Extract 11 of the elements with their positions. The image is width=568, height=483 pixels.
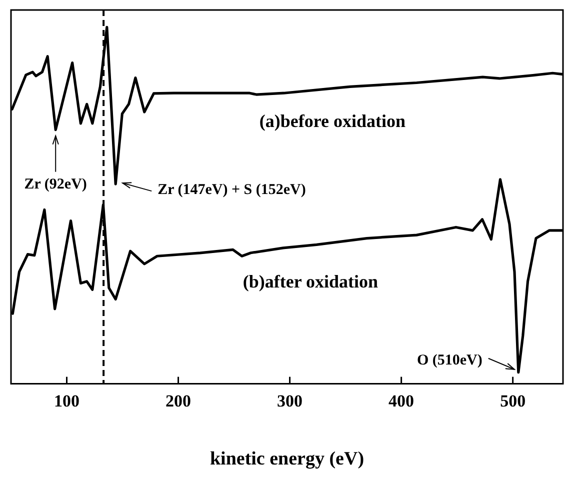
- series-label: (a)before oxidation: [259, 110, 406, 131]
- x-tick-label: 300: [277, 391, 303, 410]
- x-tick-label: 200: [166, 391, 192, 410]
- annotation: Zr (92eV): [24, 176, 87, 193]
- x-tick-label: 500: [500, 391, 526, 410]
- annotation: Zr (147eV) + S (152eV): [158, 182, 306, 198]
- x-axis-title: kinetic energy (eV): [210, 448, 364, 470]
- series-label: (b)after oxidation: [242, 272, 378, 292]
- annotation: O (510eV): [416, 352, 482, 368]
- x-tick-label: 100: [54, 391, 80, 410]
- x-tick-label: 400: [388, 391, 414, 410]
